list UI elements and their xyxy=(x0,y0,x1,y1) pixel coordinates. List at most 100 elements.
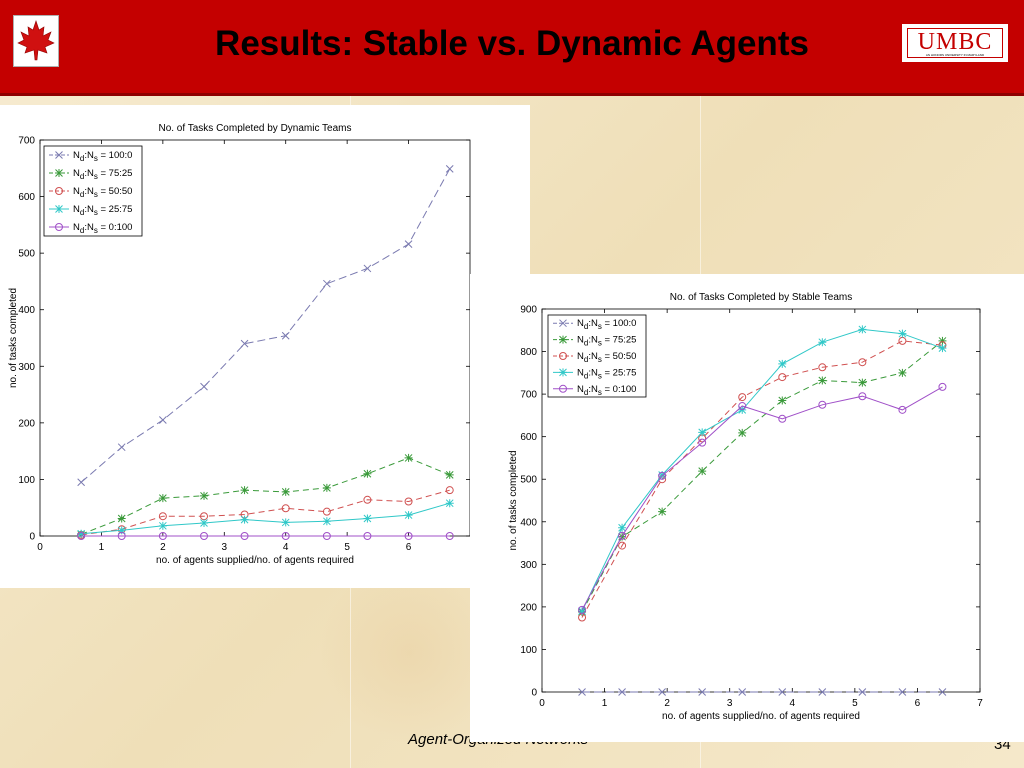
data-point xyxy=(898,688,907,696)
data-point xyxy=(898,329,907,338)
data-point xyxy=(618,541,627,550)
legend-marker xyxy=(559,368,567,377)
data-point xyxy=(738,393,747,402)
legend-entry: Nd:Ns = 100:0 xyxy=(577,318,636,331)
legend-entry: Nd:Ns = 0:100 xyxy=(73,222,132,235)
data-point xyxy=(200,491,209,500)
x-tick-label: 3 xyxy=(727,698,733,709)
data-point xyxy=(363,532,372,540)
series-line xyxy=(581,328,943,612)
data-point xyxy=(404,497,413,506)
data-point xyxy=(117,514,126,523)
data-point xyxy=(858,358,867,367)
data-point xyxy=(117,443,126,452)
series-3 xyxy=(578,325,947,616)
data-point xyxy=(323,279,331,288)
y-tick-label: 300 xyxy=(520,560,537,571)
data-point xyxy=(77,478,86,487)
series-1 xyxy=(77,453,454,539)
data-point xyxy=(818,400,827,409)
data-point xyxy=(404,532,413,540)
data-point xyxy=(858,392,867,401)
legend-marker xyxy=(55,223,63,231)
data-point xyxy=(578,607,587,616)
data-point xyxy=(322,507,331,516)
legend-entry: Nd:Ns = 0:100 xyxy=(577,384,636,397)
data-point xyxy=(898,405,907,414)
series-line xyxy=(81,502,450,535)
series-line xyxy=(80,168,451,483)
y-tick-label: 0 xyxy=(29,532,35,543)
y-tick-label: 200 xyxy=(18,418,35,429)
data-point xyxy=(938,688,947,696)
series-2 xyxy=(77,486,454,539)
data-point xyxy=(322,483,331,492)
legend-marker xyxy=(55,151,63,159)
x-axis-label: no. of agents supplied/no. of agents req… xyxy=(662,711,860,722)
legend-marker xyxy=(559,335,567,344)
data-point xyxy=(818,688,827,696)
data-point xyxy=(159,416,167,424)
data-point xyxy=(77,532,86,540)
x-tick-label: 3 xyxy=(222,542,228,553)
data-point xyxy=(158,512,167,521)
data-point xyxy=(445,499,454,508)
legend-entry: Nd:Ns = 100:0 xyxy=(73,150,132,163)
data-point xyxy=(117,526,126,535)
data-point xyxy=(363,264,372,273)
data-point xyxy=(363,495,372,504)
data-point xyxy=(240,486,249,495)
x-tick-label: 2 xyxy=(664,698,670,709)
series-2 xyxy=(578,336,947,622)
data-point xyxy=(445,470,454,479)
legend-marker xyxy=(55,205,63,213)
data-point xyxy=(281,331,290,340)
data-point xyxy=(281,487,290,496)
data-point xyxy=(858,325,867,334)
x-tick-label: 5 xyxy=(344,542,350,553)
y-tick-label: 600 xyxy=(520,432,537,443)
data-point xyxy=(658,507,667,516)
data-point xyxy=(698,428,707,437)
data-point xyxy=(618,688,626,696)
y-axis-label: no. of tasks completed xyxy=(8,288,19,388)
maple-leaf-icon xyxy=(17,20,55,61)
data-point xyxy=(618,531,627,540)
stable-chart-panel: 0 1 2 3 4 5 6 7 0 100 200 300 400 500 600 700 800 900 No. … xyxy=(470,274,1024,742)
data-point xyxy=(818,338,827,347)
y-tick-label: 500 xyxy=(18,249,35,260)
y-tick-label: 700 xyxy=(18,136,35,147)
data-point xyxy=(240,515,249,524)
y-tick-label: 500 xyxy=(520,475,537,486)
y-tick-label: 0 xyxy=(531,688,537,699)
y-axis-label: no. of tasks completed xyxy=(508,450,519,550)
data-point xyxy=(858,688,867,696)
data-point xyxy=(281,518,290,527)
data-point xyxy=(938,336,947,345)
legend-entry: Nd:Ns = 75:25 xyxy=(73,168,132,181)
x-tick-label: 7 xyxy=(977,698,983,709)
x-axis-label: no. of agents supplied/no. of agents req… xyxy=(156,555,354,566)
y-tick-label: 900 xyxy=(520,305,537,316)
x-tick-label: 1 xyxy=(602,698,608,709)
data-point xyxy=(404,240,413,248)
legend-marker xyxy=(559,319,567,328)
data-point xyxy=(738,402,747,411)
series-0 xyxy=(77,164,454,487)
data-point xyxy=(818,376,827,385)
data-point xyxy=(322,517,331,526)
y-tick-label: 400 xyxy=(18,305,35,316)
y-tick-label: 100 xyxy=(18,475,35,486)
series-3 xyxy=(77,499,454,538)
data-point xyxy=(578,605,587,614)
chart-title: No. of Tasks Completed by Stable Teams xyxy=(670,292,853,303)
data-point xyxy=(117,532,126,540)
data-point xyxy=(778,359,787,368)
data-point xyxy=(938,344,947,353)
data-point xyxy=(158,532,167,540)
legend-box xyxy=(43,145,143,237)
data-point xyxy=(818,363,827,372)
data-point xyxy=(698,467,707,476)
series-line xyxy=(581,340,943,618)
x-tick-label: 0 xyxy=(37,542,43,553)
